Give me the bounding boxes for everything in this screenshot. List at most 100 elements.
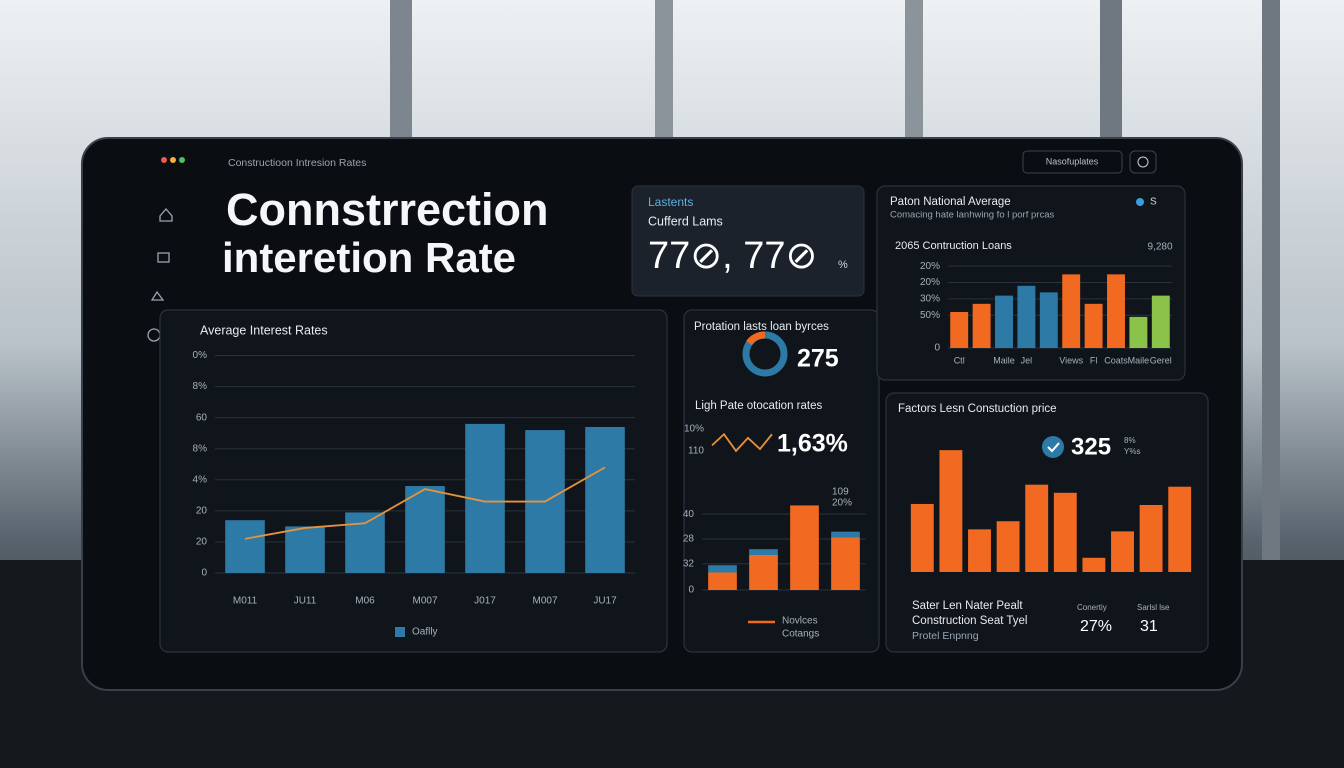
bar: [1084, 303, 1103, 348]
stat-label: Conertiy: [1077, 603, 1107, 612]
bar: [950, 312, 969, 348]
x-tick-label: M011: [233, 596, 258, 607]
bar: [1168, 486, 1192, 572]
bar: [1082, 557, 1106, 572]
bar: [1111, 531, 1134, 572]
x-tick-label: J017: [474, 596, 496, 607]
bar: [225, 520, 265, 573]
profile-icon: [1137, 156, 1149, 168]
bar: [996, 521, 1020, 572]
bar: [1039, 292, 1058, 348]
window-frame: [390, 0, 412, 150]
hero-title: Connstrrection: [226, 184, 549, 235]
bar: [995, 295, 1013, 348]
check-icon: [1042, 436, 1064, 458]
bar: [910, 503, 934, 572]
y-tick-label: 20: [196, 537, 208, 548]
home-icon[interactable]: [159, 208, 173, 222]
y-tick-label: 60: [196, 412, 208, 423]
bar: [831, 531, 860, 538]
footer-line: Sater Len Nater Pealt: [912, 600, 1023, 612]
stat-value: 27%: [1080, 618, 1112, 635]
annotation: 109: [832, 487, 849, 498]
chart-title: 2065 Contruction Loans: [895, 240, 1012, 252]
y-tick-label: 110: [688, 446, 704, 457]
y-tick-label: 0: [688, 585, 694, 596]
x-tick-label: Maile: [1128, 355, 1150, 365]
hero-title: interetion Rate: [222, 234, 516, 281]
value-note: Y%s: [1124, 447, 1140, 456]
check-mark: [1047, 442, 1060, 453]
window-frame: [905, 0, 923, 150]
bar: [968, 529, 991, 572]
bar: [345, 512, 385, 573]
window-title: Constructioon Intresion Rates: [228, 157, 366, 169]
bar: [1151, 295, 1170, 348]
nav-icon[interactable]: [150, 290, 165, 301]
bar: [972, 303, 991, 348]
bar: [708, 572, 737, 590]
x-tick-label: M007: [532, 596, 557, 607]
window-dot: [179, 157, 185, 163]
x-tick-label: Jel: [1021, 355, 1033, 365]
line: [244, 466, 606, 540]
bar: [405, 486, 445, 573]
line: [711, 432, 773, 453]
kpi-label: Lastents: [648, 195, 693, 209]
bar: [1139, 504, 1163, 572]
bar: [831, 537, 860, 590]
panel-title: Factors Lesn Constuction price: [898, 403, 1057, 415]
x-tick-label: Views: [1059, 355, 1083, 365]
legend-dot: [1136, 198, 1144, 206]
chart-icon[interactable]: [157, 252, 170, 263]
bar: [1062, 274, 1081, 348]
stat-label: Sarlsl lse: [1137, 603, 1170, 612]
bar: [749, 549, 778, 555]
header-button-label[interactable]: Nasofuplates: [1046, 156, 1099, 166]
bar: [1053, 492, 1077, 572]
x-tick-label: M06: [355, 596, 375, 607]
x-tick-label: Maile: [993, 355, 1015, 365]
y-tick-label: 20: [196, 506, 208, 517]
kpi-unit: %: [838, 259, 848, 271]
panel-title: Protation lasts loan byrces: [694, 321, 829, 333]
sidebar: [147, 208, 173, 342]
bar: [749, 555, 778, 590]
panel-title: Average Interest Rates: [200, 323, 328, 337]
bar: [708, 565, 737, 573]
x-tick-label: Gerel: [1150, 355, 1172, 365]
legend-label: S: [1150, 197, 1157, 208]
annotation: 20%: [832, 498, 852, 509]
kpi-card: [631, 185, 865, 297]
panel-value: 1,63%: [777, 430, 848, 458]
profile-button[interactable]: [1129, 150, 1157, 174]
bar: [285, 526, 325, 573]
bar: [1129, 316, 1148, 348]
y-tick-label: 30%: [920, 294, 940, 305]
x-tick-label: Ctl: [954, 355, 965, 365]
y-tick-label: 0%: [193, 350, 208, 361]
y-tick-label: 50%: [920, 310, 940, 321]
window-dot: [170, 157, 176, 163]
y-tick-label: 20%: [920, 261, 940, 272]
chart-value: 9,280: [1147, 242, 1172, 253]
legend-label: Oaflly: [412, 627, 438, 638]
y-tick-label: 0: [201, 568, 207, 579]
donut-segment: [746, 331, 766, 346]
bar: [1017, 285, 1036, 348]
y-tick-label: 8%: [193, 443, 208, 454]
x-tick-label: Coats: [1104, 355, 1128, 365]
y-tick-label: 28: [683, 534, 695, 545]
legend-label: Cotangs: [782, 629, 819, 640]
bar: [1107, 274, 1125, 348]
window-frame: [655, 0, 673, 150]
bar: [790, 505, 819, 590]
header-button[interactable]: [1022, 150, 1123, 174]
y-tick-label: 20%: [920, 277, 940, 288]
legend-label: Novlces: [782, 616, 818, 627]
window-frame: [1262, 0, 1280, 560]
y-tick-label: 40: [683, 509, 695, 520]
stat-value: 31: [1140, 618, 1158, 635]
y-tick-label: 10%: [684, 423, 704, 434]
